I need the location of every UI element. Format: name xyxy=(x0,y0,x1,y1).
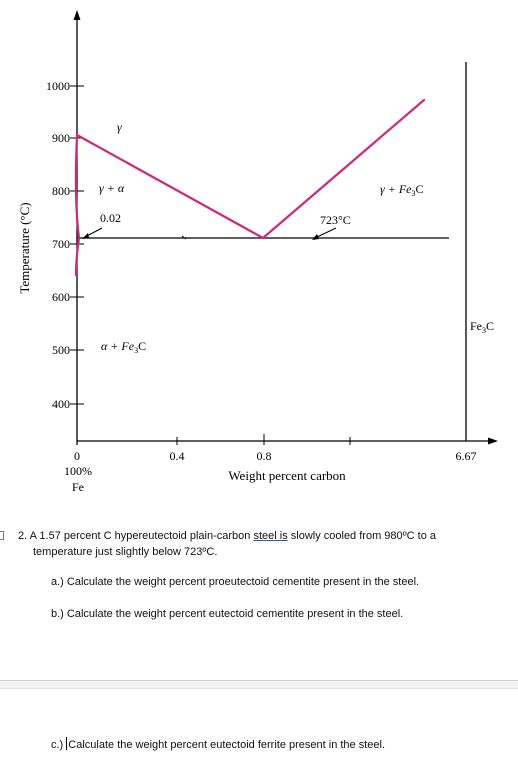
y-tick-label: 1000 xyxy=(46,79,70,93)
acm-line xyxy=(261,98,426,240)
x-tick-label: 0.8 xyxy=(257,449,272,463)
x-axis-arrow xyxy=(488,437,498,445)
x-tick-label: 0 xyxy=(74,449,80,463)
margin-marker xyxy=(0,531,4,540)
isotherm-tick xyxy=(181,235,187,240)
phase-boundaries xyxy=(74,98,426,277)
label-723c: 723°C xyxy=(320,213,351,227)
question-line-1: 2. A 1.57 percent C hypereutectoid plain… xyxy=(18,529,513,544)
x-tick-label: 6.67 xyxy=(456,449,477,463)
question-line-2: temperature just slightly below 723ºC. xyxy=(33,546,218,558)
a3-line xyxy=(75,133,265,240)
part-a: a.) Calculate the weight percent proeute… xyxy=(51,576,420,588)
alpha-solvus xyxy=(74,236,81,277)
leader-arrow-002 xyxy=(82,227,103,239)
x-origin-percent: 100% xyxy=(64,464,92,478)
question-text-a: A 1.57 percent C hypereutectoid plain-ca… xyxy=(29,530,254,542)
text-cursor xyxy=(66,737,68,750)
gamma-alpha-lower-boundary xyxy=(74,133,81,240)
y-tick-label: 800 xyxy=(52,184,70,198)
x-tick-label: 0.4 xyxy=(170,449,185,463)
part-c-text: Calculate the weight percent eutectoid f… xyxy=(68,739,386,751)
x-ticks xyxy=(176,434,351,445)
question-text-b: slowly cooled from 980ºC to a xyxy=(287,530,437,542)
y-axis-label: Temperature (°C) xyxy=(17,202,32,293)
part-c[interactable]: c.) Calculate the weight percent eutecto… xyxy=(51,737,385,753)
label-0-02: 0.02 xyxy=(100,211,121,225)
phase-label-alpha-fe3c: α + Fe3C xyxy=(101,339,146,355)
x-axis-label: Weight percent carbon xyxy=(228,468,346,483)
phase-label-gamma-fe3c: γ + Fe3C xyxy=(380,182,424,198)
y-axis-arrow xyxy=(73,10,81,20)
fe-c-phase-diagram: 1000 900 800 700 600 500 400 0 0.4 0.8 6… xyxy=(17,10,498,494)
y-tick-label: 600 xyxy=(52,290,70,304)
y-tick-label: 500 xyxy=(52,343,70,357)
phase-label-gamma-alpha: γ + α xyxy=(99,181,125,195)
x-origin-fe: Fe xyxy=(72,480,84,494)
leader-arrow-723 xyxy=(312,227,337,240)
part-b: b.) Calculate the weight percent eutecto… xyxy=(51,608,404,620)
phase-label-gamma: γ xyxy=(117,120,122,134)
page-divider xyxy=(0,680,518,689)
y-tick-label: 700 xyxy=(52,237,70,251)
fe3c-right-label: Fe3C xyxy=(470,319,494,335)
question-number: 2. xyxy=(18,530,28,542)
y-tick-label: 900 xyxy=(52,131,70,145)
part-c-prefix: c.) xyxy=(51,739,67,751)
y-tick-label: 400 xyxy=(52,397,70,411)
spellcheck-underline[interactable]: steel is xyxy=(253,530,288,542)
